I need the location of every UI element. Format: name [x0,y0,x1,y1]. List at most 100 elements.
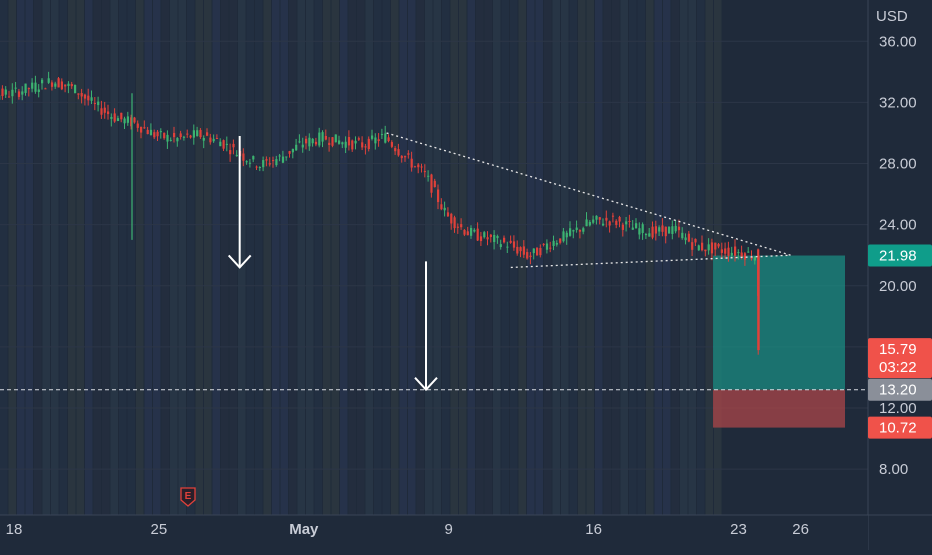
background-band [459,0,467,515]
candle-body [444,208,446,211]
candle-body [467,231,469,235]
candle-body [470,228,472,236]
candle-body [331,137,333,146]
candle-body [223,140,225,149]
candle-body [34,83,36,92]
candle-body [94,103,96,104]
background-band [519,0,527,515]
background-band [85,0,93,515]
candle-body [15,88,17,89]
candle-body [454,217,456,228]
background-band [476,0,484,515]
background-band [629,0,637,515]
candle-body [67,84,69,86]
background-band [638,0,646,515]
candle-body [698,245,700,250]
candle-body [38,89,40,92]
candle-body [157,132,159,136]
candle-body [371,136,373,139]
candle-body [298,141,300,142]
candle-body [51,82,53,86]
time-tick-label: 9 [445,521,453,538]
candle-body [44,88,46,89]
price-tag-countdown: 03:22 [879,359,917,376]
candle-body [318,133,320,146]
background-band [51,0,59,515]
background-band [502,0,510,515]
candle-body [153,132,155,137]
candle-body [269,163,271,164]
background-band [204,0,212,515]
candle-body [559,238,561,242]
candle-body [619,217,621,222]
candle-body [434,181,436,187]
candle-body [708,244,710,250]
candle-body [754,257,756,260]
candle-body [562,231,564,241]
candle-body [744,253,746,259]
candle-body [480,236,482,241]
background-band [111,0,119,515]
time-tick-label: 23 [730,521,747,538]
candle-body [114,113,116,121]
candle-body [642,224,644,233]
candle-body [193,130,195,137]
candle-body [737,252,739,253]
candle-body [599,217,601,220]
background-band [153,0,161,515]
candle-body [477,229,479,241]
candle-body [671,226,673,234]
background-band [298,0,306,515]
candle-body [678,227,680,231]
background-band [0,0,8,515]
candle-body [632,228,634,230]
candle-body [543,244,545,245]
candle-body [368,139,370,149]
candle-body [516,247,518,254]
background-band [621,0,629,515]
candle-body [8,97,10,98]
background-band [272,0,280,515]
background-band [264,0,272,515]
candle-body [688,234,690,242]
candle-body [569,228,571,236]
candle-body [196,130,198,136]
candle-body [91,97,93,101]
candle-body [592,220,594,223]
candle-body [510,241,512,243]
candle-body [216,138,218,139]
candle-body [351,141,353,150]
candle-body [133,118,135,123]
candle-body [496,236,498,238]
candle-body [533,248,535,253]
candle-body [100,108,102,114]
background-band [646,0,654,515]
candle-body [54,84,56,87]
candle-body [731,253,733,256]
candle-body [414,166,416,167]
price-tick-label: 12.00 [879,400,917,417]
candle-body [536,248,538,256]
candle-body [549,248,551,249]
candle-body [701,243,703,251]
candle-body [48,78,50,83]
candle-body [727,248,729,256]
candle-body [147,130,149,134]
candle-body [325,136,327,140]
candle-body [556,243,558,245]
candle-body [757,256,760,351]
candle-body [397,149,399,155]
stop-zone [713,390,845,428]
candle-body [694,239,696,243]
time-tick-label: 26 [792,521,809,538]
candle-body [312,139,314,143]
candle-body [526,252,528,258]
background-band [94,0,102,515]
candle-body [463,230,465,235]
background-band [612,0,620,515]
price-tick-label: 32.00 [879,94,917,111]
background-band [17,0,25,515]
candle-body [355,141,357,144]
